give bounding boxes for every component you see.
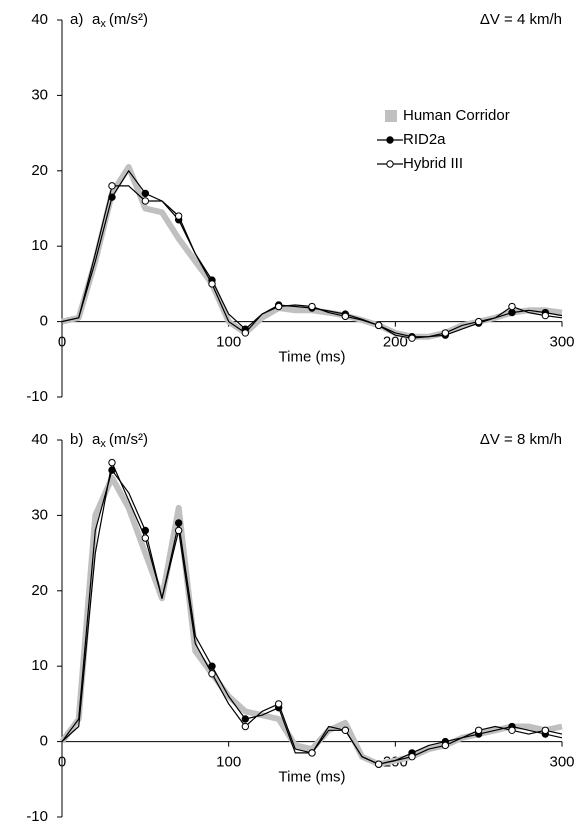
marker — [374, 321, 383, 330]
y-tick-label: 0 — [40, 313, 48, 330]
marker — [474, 317, 483, 326]
y-tick-label: -10 — [26, 388, 48, 405]
y-label-unit: (m/s²) — [109, 11, 148, 28]
y-axis-label: ax (m/s²) — [92, 431, 148, 450]
x-tick-label: 300 — [549, 334, 574, 351]
x-tick-label: 0 — [58, 334, 66, 351]
panel-label: b) — [70, 431, 83, 448]
y-label-main: a — [92, 11, 101, 28]
x-tick-label: 100 — [216, 754, 241, 771]
y-tick-label: 40 — [31, 431, 48, 448]
y-tick-label: -10 — [26, 808, 48, 825]
marker — [208, 670, 216, 678]
marker — [208, 280, 216, 288]
y-label-main: a — [92, 431, 101, 448]
x-axis-label: Time (ms) — [279, 769, 346, 786]
x-tick-label: 100 — [216, 334, 241, 351]
x-tick-label: 300 — [549, 754, 574, 771]
y-tick-label: 20 — [31, 162, 48, 179]
x-axis-label: Time (ms) — [279, 349, 346, 366]
y-tick-label: 30 — [31, 86, 48, 103]
y-tick-label: 20 — [31, 582, 48, 599]
line — [61, 469, 563, 765]
marker — [341, 726, 350, 734]
corridor — [59, 474, 563, 768]
line — [61, 185, 563, 339]
y-tick-label: 40 — [31, 11, 48, 28]
x-tick-label: 0 — [58, 754, 66, 771]
marker — [174, 519, 183, 527]
legend-label: Hybrid III — [403, 155, 463, 172]
annotation: ΔV = 8 km/h — [480, 431, 562, 448]
marker — [508, 308, 516, 317]
legend-label: RID2a — [403, 131, 446, 148]
marker — [241, 715, 250, 723]
y-tick-label: 30 — [31, 506, 48, 523]
legend-label: Human Corridor — [403, 107, 510, 124]
marker — [108, 458, 116, 467]
y-tick-label: 10 — [31, 657, 48, 674]
marker — [408, 334, 416, 342]
marker — [141, 197, 150, 205]
panel-label: a) — [70, 11, 83, 28]
marker — [274, 700, 283, 708]
marker — [308, 302, 316, 311]
marker — [541, 726, 550, 734]
y-label-sub: x — [100, 438, 106, 450]
x-tick-label: 200 — [383, 334, 408, 351]
y-axis-label: ax (m/s²) — [92, 11, 148, 30]
marker — [408, 752, 416, 761]
marker — [141, 534, 150, 542]
marker — [241, 722, 250, 731]
marker — [141, 189, 150, 198]
marker — [374, 760, 383, 768]
y-tick-label: 10 — [31, 237, 48, 254]
marker — [208, 662, 216, 670]
marker — [508, 726, 516, 734]
legend-marker — [386, 160, 394, 168]
marker — [174, 526, 183, 535]
marker — [341, 312, 350, 321]
legend-swatch — [385, 110, 397, 122]
line — [61, 462, 563, 765]
marker — [474, 726, 483, 734]
marker — [508, 302, 516, 311]
y-tick-label: 0 — [40, 733, 48, 750]
marker — [241, 329, 250, 337]
marker — [541, 311, 550, 320]
marker — [108, 182, 116, 190]
marker — [274, 302, 283, 311]
marker — [308, 749, 316, 757]
y-label-sub: x — [100, 18, 106, 30]
marker — [174, 212, 183, 220]
legend-marker — [386, 136, 394, 144]
marker — [441, 329, 450, 337]
annotation: ΔV = 4 km/h — [480, 11, 562, 28]
marker — [441, 741, 450, 750]
y-label-unit: (m/s²) — [109, 431, 148, 448]
